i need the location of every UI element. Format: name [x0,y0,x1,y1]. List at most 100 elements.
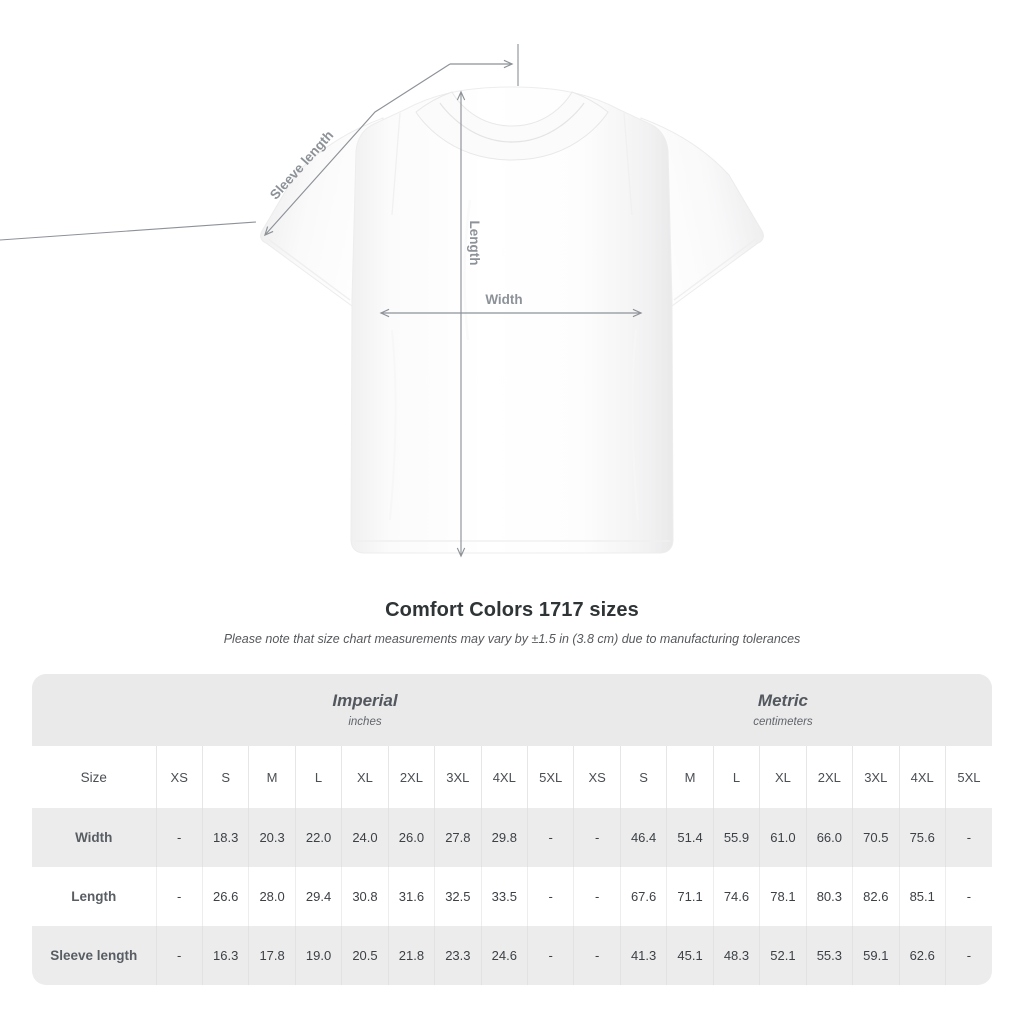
page-title: Comfort Colors 1717 sizes [385,599,639,621]
size-column-header: 4XL [480,746,528,808]
tshirt-left-sleeve-hem [267,238,351,301]
table-row: Width -18.3 20.3 22.0 24.0 26.0 27.8 29.8- -46.4… [32,808,992,867]
measurement-cell: - [573,867,621,926]
size-column-header: 3XL [852,746,899,808]
unit-name-metric: Metric [757,691,808,710]
size-column-header: 4XL [898,746,946,808]
tshirt-measurement-diagram: Sleeve length Length Width [0,44,764,558]
size-chart-table: Imperial inches Metric centimeters Size … [32,674,992,985]
size-column-header: 5XL [944,746,992,808]
measurement-cell: 85.1 [898,867,946,926]
measurement-cell: 66.0 [805,808,853,867]
label-width: Width [485,292,522,307]
size-column-header: 3XL [434,746,482,808]
size-column-header: XL [341,746,389,808]
unit-system-header-row: Imperial inches Metric centimeters [32,674,992,746]
measurement-cell: - [944,808,992,867]
measurement-cell: 33.5 [480,867,528,926]
measurement-cell: - [573,926,621,985]
unit-sub-metric: centimeters [753,716,813,728]
size-column-header: L [712,746,760,808]
measurement-cell: 74.6 [712,867,760,926]
measurement-cell: - [155,867,203,926]
size-column-header: 5XL [526,746,574,808]
measurement-cell: 61.0 [759,808,807,867]
tshirt-left-shoulder-seam [391,112,401,216]
measurement-cell: 26.6 [201,867,249,926]
measurement-cell: 41.3 [619,926,667,985]
measurement-cell: 31.6 [387,867,435,926]
size-column-header: S [619,746,667,808]
measurement-cell: 29.4 [294,867,342,926]
measurement-cell: 26.0 [387,808,435,867]
measurement-row-label: Width [32,808,156,867]
measurement-cell: - [526,926,574,985]
table-row: Sleeve length -16.3 17.8 19.0 20.5 21.8 23.3 24… [32,926,992,985]
measurement-cell: - [155,808,203,867]
measurement-cell: - [526,867,574,926]
tshirt-illustration [260,86,764,554]
tshirt-collar-inner-line [439,102,585,143]
measurement-cell: 20.5 [341,926,389,985]
measurement-cell: 51.4 [666,808,714,867]
unit-sub-imperial: inches [348,716,382,728]
size-chart-table-container: Imperial inches Metric centimeters Size … [32,674,992,985]
measurement-cell: 29.8 [480,808,528,867]
measurement-cell: 32.5 [434,867,482,926]
measurement-cell: 71.1 [666,867,714,926]
unit-header-imperial: Imperial inches [156,674,574,746]
tshirt-fold-2 [631,329,639,521]
measurement-cell: 30.8 [341,867,389,926]
tshirt-fold-1 [389,329,397,521]
tshirt-right-sleeve-hem [673,238,757,301]
sleeve-length-line [263,63,451,237]
measurement-cell: 20.3 [248,808,296,867]
size-column-header: XL [759,746,807,808]
measurement-cell: 78.1 [759,867,807,926]
measurement-row-label: Sleeve length [32,926,156,985]
size-column-header: 2XL [387,746,435,808]
measurement-cell: 21.8 [387,926,435,985]
measurement-cell: 80.3 [805,867,853,926]
measurement-cell: 18.3 [201,808,249,867]
tshirt-right-shoulder-seam [623,112,633,216]
measurement-cell: 67.6 [619,867,667,926]
measurement-cell: 82.6 [852,867,899,926]
size-column-header: S [201,746,249,808]
size-column-header: XS [155,746,203,808]
label-length: Length [467,221,482,266]
measurement-cell: - [526,808,574,867]
measurement-cell: - [155,926,203,985]
measurement-cell: 46.4 [619,808,667,867]
size-column-header: M [666,746,714,808]
measurement-cell: 55.9 [712,808,760,867]
measurement-cell: 45.1 [666,926,714,985]
unit-header-metric: Metric centimeters [573,674,992,746]
measurement-cell: - [573,808,621,867]
size-column-header: M [248,746,296,808]
size-column-header: XS [573,746,621,808]
measurement-cell: 62.6 [898,926,946,985]
chart-header: Comfort Colors 1717 sizes Please note th… [0,596,1024,647]
size-header-label: Size [32,746,156,808]
table-row: Length -26.6 28.0 29.4 30.8 31.6 32.5 33.5- -67.… [32,867,992,926]
measurement-cell: 59.1 [852,926,899,985]
measurement-cell: - [944,926,992,985]
measurement-cell: 75.6 [898,808,946,867]
unit-name-imperial: Imperial [332,691,398,710]
size-header-row: Size XS S M L XL 2XL 3XL 4XL 5XL XS S M L XL 2XL 3XL 4XL… [32,746,992,808]
size-column-header: 2XL [805,746,853,808]
measurement-row-label: Length [32,867,156,926]
measurement-cell: 22.0 [294,808,342,867]
measurement-cell: 48.3 [712,926,760,985]
measurement-cell: 52.1 [759,926,807,985]
measurement-cell: 70.5 [852,808,899,867]
measurement-cell: - [944,867,992,926]
measurement-cell: 28.0 [248,867,296,926]
tshirt-body [350,86,674,554]
measurement-tolerance-note: Please note that size chart measurements… [223,632,801,646]
measurement-cell: 19.0 [294,926,342,985]
sleeve-length-end-tick [0,221,257,241]
measurement-cell: 55.3 [805,926,853,985]
measurement-cell: 24.0 [341,808,389,867]
